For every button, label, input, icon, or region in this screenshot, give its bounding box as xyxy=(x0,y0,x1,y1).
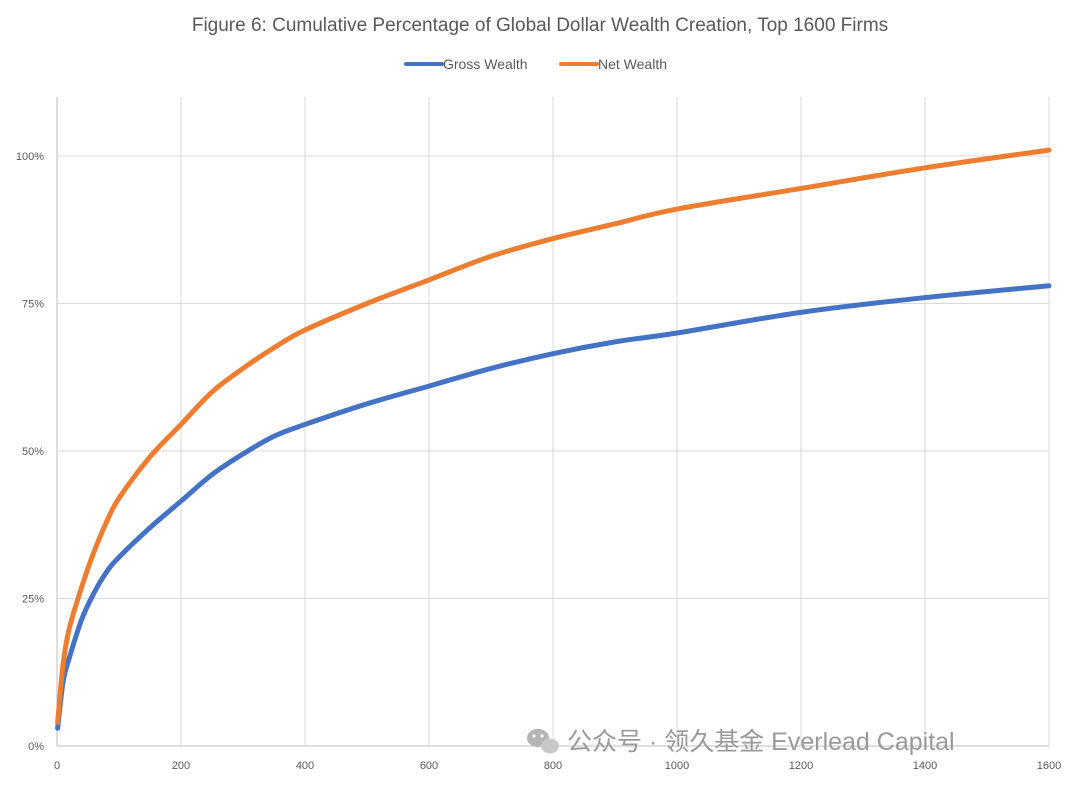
y-tick-label: 75% xyxy=(22,299,44,311)
legend-label-net-wealth: Net Wealth xyxy=(598,56,667,72)
y-tick-label: 100% xyxy=(16,151,44,163)
x-tick-label: 200 xyxy=(172,760,190,772)
y-tick-label: 0% xyxy=(28,741,44,753)
legend-label-gross-wealth: Gross Wealth xyxy=(443,56,528,72)
legend: Gross Wealth Net Wealth xyxy=(404,56,667,72)
wechat-icon xyxy=(527,729,559,754)
x-tick-label: 1000 xyxy=(665,760,689,772)
x-tick-label: 1600 xyxy=(1037,760,1061,772)
x-tick-label: 1400 xyxy=(913,760,937,772)
legend-item-gross-wealth: Gross Wealth xyxy=(404,56,528,72)
y-tick-label: 50% xyxy=(22,446,44,458)
x-tick-label: 0 xyxy=(54,760,60,772)
chart-title: Figure 6: Cumulative Percentage of Globa… xyxy=(192,15,888,36)
legend-item-net-wealth: Net Wealth xyxy=(559,56,667,72)
series-lines xyxy=(55,147,1052,731)
x-tick-label: 600 xyxy=(420,760,438,772)
y-axis-ticks: 0% 25% 50% 75% 100% xyxy=(16,151,44,753)
watermark-text: 公众号 · 领久基金 Everlead Capital xyxy=(567,728,955,756)
series-line-gross-wealth xyxy=(55,283,1052,731)
x-axis-ticks: 0 200 400 600 800 1000 1200 1400 1600 xyxy=(54,760,1061,772)
x-tick-label: 1200 xyxy=(789,760,813,772)
x-tick-label: 800 xyxy=(544,760,562,772)
y-tick-label: 25% xyxy=(22,594,44,606)
watermark: 公众号 · 领久基金 Everlead Capital xyxy=(527,728,955,756)
x-tick-label: 400 xyxy=(296,760,314,772)
grid xyxy=(57,97,1050,746)
series-line-net-wealth xyxy=(55,147,1052,725)
